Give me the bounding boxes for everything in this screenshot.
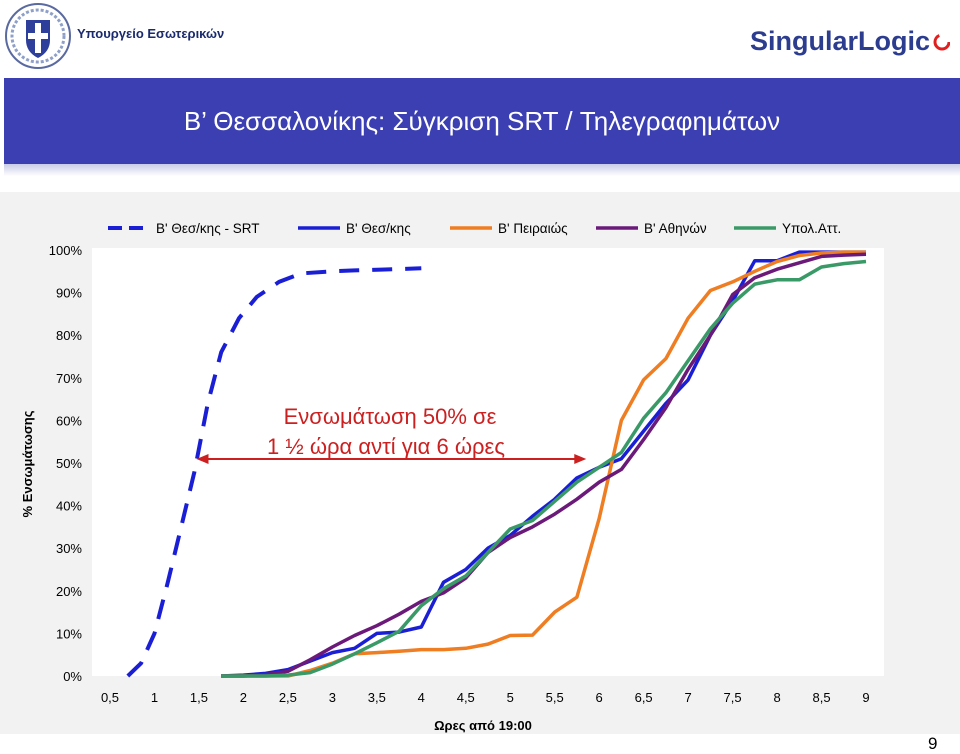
series-line-srt <box>126 266 422 678</box>
singularlogic-logo: SingularLogic <box>750 26 950 56</box>
x-tick-label: 3,5 <box>368 690 386 705</box>
y-tick-label: 80% <box>56 328 82 343</box>
coat-of-arms-icon <box>5 3 71 69</box>
plot-area <box>92 248 884 676</box>
x-tick-label: 7 <box>685 690 692 705</box>
x-tick-label: 2,5 <box>279 690 297 705</box>
x-tick-label: 0,5 <box>101 690 119 705</box>
x-tick-label: 6,5 <box>635 690 653 705</box>
x-tick-label: 5,5 <box>546 690 564 705</box>
x-tick-label: 2 <box>240 690 247 705</box>
x-tick-label: 1,5 <box>190 690 208 705</box>
series-line-athens <box>221 252 867 678</box>
legend-label: Β' Πειραιώς <box>498 221 568 236</box>
x-tick-label: 4 <box>418 690 425 705</box>
title-shadow <box>4 164 960 176</box>
x-tick-label: 6 <box>596 690 603 705</box>
brand-name: SingularLogic <box>750 26 930 56</box>
annotation-arrow-right-head <box>574 454 587 464</box>
y-tick-label: 60% <box>56 413 82 428</box>
annotation-line-1: Ενσωμάτωση 50% σε <box>284 404 497 429</box>
y-tick-label: 20% <box>56 584 82 599</box>
header-bar: Υπουργείο Εσωτερικών SingularLogic <box>0 0 960 76</box>
y-tick-label: 50% <box>56 456 82 471</box>
line-chart: 0% 10% 20% 30% 40% 50% 60% 70% 80% 90% 100% 0,5 1 1,5… <box>0 192 960 734</box>
legend-label: Β' Θεσ/κης <box>346 221 411 236</box>
y-tick-label: 0% <box>63 669 82 684</box>
legend-label: Υπολ.Αττ. <box>782 221 841 236</box>
x-tick-label: 4,5 <box>457 690 475 705</box>
x-tick-label: 8,5 <box>812 690 830 705</box>
x-tick-label: 8 <box>773 690 780 705</box>
page-number: 9 <box>928 734 938 753</box>
x-tick-label: 7,5 <box>724 690 742 705</box>
annotation-arrow-left-head <box>196 454 209 464</box>
y-tick-label: 90% <box>56 286 82 301</box>
title-band: Β’ Θεσσαλονίκης: Σύγκριση SRT / Τηλεγραφ… <box>4 78 960 164</box>
x-tick-label: 1 <box>151 690 158 705</box>
legend-label: Β' Αθηνών <box>644 221 707 236</box>
x-tick-label: 3 <box>329 690 336 705</box>
legend-label: Β' Θεσ/κης - SRT <box>156 221 259 236</box>
y-tick-label: 10% <box>56 626 82 641</box>
slide-title: Β’ Θεσσαλονίκης: Σύγκριση SRT / Τηλεγραφ… <box>183 106 781 136</box>
y-tick-label: 30% <box>56 541 82 556</box>
x-tick-label: 5 <box>507 690 514 705</box>
x-tick-label: 9 <box>862 690 869 705</box>
series-line-thess <box>221 250 866 678</box>
y-tick-label: 40% <box>56 499 82 514</box>
annotation-line-2: 1 ½ ώρα αντί για 6 ώρες <box>267 434 505 459</box>
x-axis-label: Ωρες από 19:00 <box>434 718 532 733</box>
ministry-name: Υπουργείο Εσωτερικών <box>77 26 225 41</box>
y-tick-label: 70% <box>56 371 82 386</box>
series-line-ypol <box>221 259 867 678</box>
y-axis-label: % Ενσωμάτωσης <box>20 410 35 517</box>
y-tick-label: 100% <box>49 243 83 258</box>
